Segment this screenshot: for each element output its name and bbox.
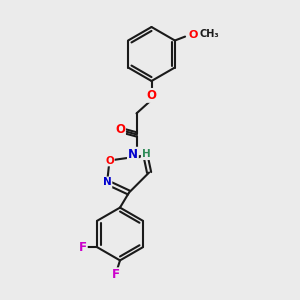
Text: N: N <box>103 177 112 188</box>
Text: O: O <box>105 155 114 166</box>
Text: F: F <box>112 268 119 281</box>
Text: O: O <box>146 89 157 102</box>
Text: N: N <box>128 148 138 161</box>
Text: O: O <box>115 123 125 136</box>
Text: CH₃: CH₃ <box>199 28 219 39</box>
Text: O: O <box>188 30 198 40</box>
Text: F: F <box>79 241 87 254</box>
Text: H: H <box>142 149 151 159</box>
